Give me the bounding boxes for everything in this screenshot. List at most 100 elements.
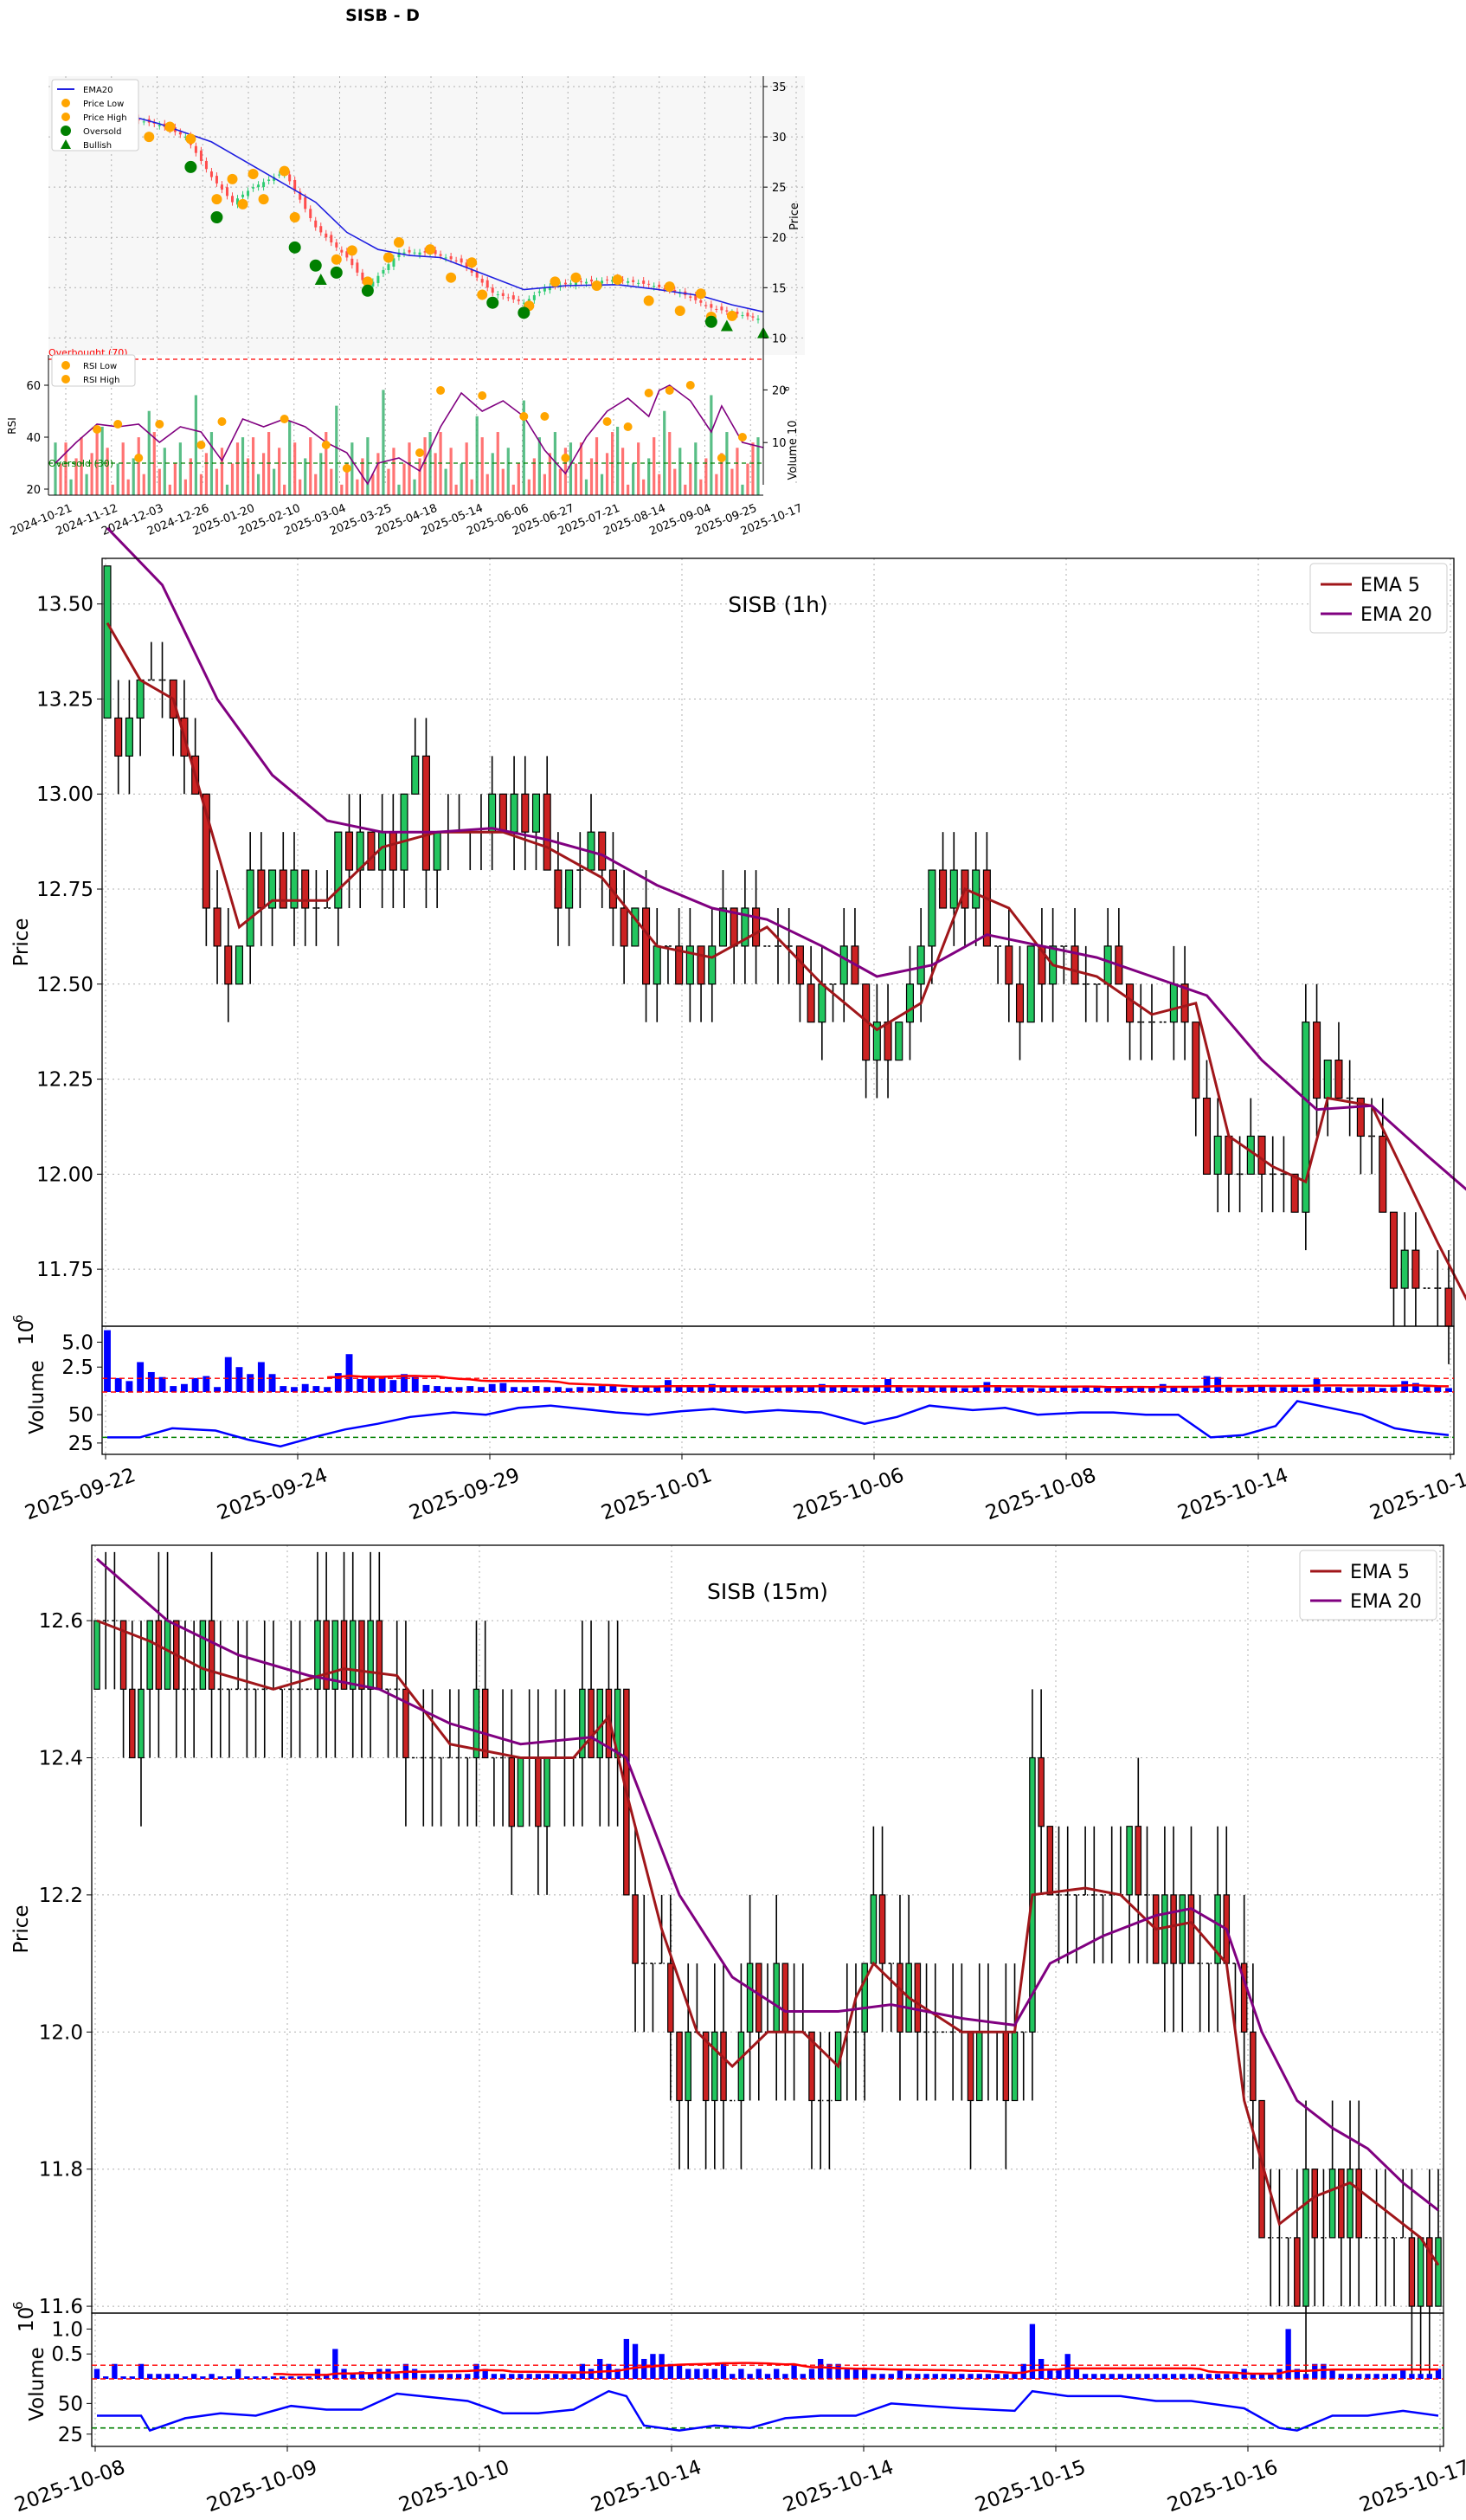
volume-bar [928,1386,936,1392]
candle-body [574,282,577,287]
volume-bar [444,1387,452,1392]
volume-tick-label: 2.5 [61,1357,93,1379]
volume-bar [1302,1388,1309,1392]
volume-bar [288,2376,294,2379]
volume-bar [189,458,192,495]
price-tick-label: 12.0 [39,2021,83,2044]
candle-body [247,190,250,197]
volume-bar [378,1376,386,1392]
ema5-line [96,1619,1440,2266]
volume-bar [686,1386,694,1392]
candle-body [620,907,628,947]
candle-body [1426,2237,1433,2307]
volume-bar [543,2374,550,2379]
candle-body [676,2031,683,2102]
candle-body [325,233,328,238]
volume-bar [173,2374,179,2379]
legend-swatch [61,126,71,136]
volume-bar [632,2343,639,2379]
volume-bar [1329,2369,1335,2379]
candle-body [225,187,228,197]
panel-title: SISB (15m) [707,1579,828,1604]
candle-body [392,258,395,267]
volume-bar [764,2374,771,2379]
volume-bar [389,1380,397,1392]
candle-body [278,174,281,176]
volume-bar [694,442,698,495]
volume-bar [642,1386,650,1392]
volume-bar [521,1387,529,1392]
price-low-marker [185,133,196,145]
candle-body [537,291,541,293]
volume-bar [251,437,255,495]
oversold-marker [704,315,717,328]
price-low-marker [211,194,222,205]
volume-bar [932,2374,938,2379]
volume-bar [358,2371,365,2379]
candle-body [839,945,848,985]
candle-body [334,831,343,909]
volume-bar [367,2374,374,2379]
candle-body [653,945,661,985]
volume-bar [485,474,489,495]
volume-bar [334,1373,342,1392]
volume-bar [906,1388,914,1392]
candle-body [1334,1060,1343,1099]
volume-bar [85,474,88,495]
price-low-marker [144,132,155,143]
volume-bar [579,442,583,495]
volume-bar [1027,1388,1035,1392]
volume-bar [1038,1388,1045,1392]
candle-body [773,1963,780,2033]
volume-bar [511,1387,518,1392]
candle-body [1313,1022,1321,1099]
volume-bar [332,2349,338,2379]
volume-bar [897,2369,903,2379]
daily-chart: Overbought (70)Oversold (30)101520253035… [6,76,805,538]
oversold-marker [210,211,223,223]
volume-bar [482,2369,488,2379]
price-tick-label: 11.8 [39,2159,83,2182]
volume-bar [1197,2374,1203,2379]
candle-body [752,907,761,947]
volume-bar [366,437,370,495]
volume-bar [719,1387,727,1392]
date-tick-label: 2025-10-16 [1367,1464,1466,1524]
price-tick-label: 10 [772,332,787,345]
volume-bar [1104,1388,1112,1392]
candle-body [585,281,588,284]
candle-body [331,1620,339,1690]
volume-bar [100,426,104,495]
candle-body [155,1620,163,1690]
volume-bar [422,1384,430,1392]
volume-bar [1188,2374,1194,2379]
candle-body [402,1688,409,1759]
candle-body [699,300,703,303]
volume-bar [1060,1387,1068,1392]
candle-body [488,793,497,833]
volume-bar [314,474,318,495]
volume-bar [668,432,672,495]
candle-body [202,793,210,909]
candle-body [1214,1894,1221,1964]
volume-bar [720,453,723,495]
legend-label: EMA 20 [1360,604,1432,626]
volume-bar [637,442,640,495]
price-low-marker [591,280,602,291]
volume-tick-label: 20 [772,384,787,397]
volume-bar [1170,1387,1178,1392]
price-high-marker [164,121,176,132]
candle-body [408,249,411,253]
ema20-line [55,100,764,313]
volume-bar [217,2376,223,2379]
volume-bar [738,2369,744,2379]
volume-bar [675,1387,683,1392]
volume-bar [247,1374,254,1392]
volume-bar [180,1383,188,1392]
ema5-line [106,622,1466,1301]
volume-bar [642,479,646,495]
candle-body [423,251,427,253]
candle-body [350,258,354,266]
volume-bar [224,1357,232,1392]
candle-body [685,2031,691,2102]
